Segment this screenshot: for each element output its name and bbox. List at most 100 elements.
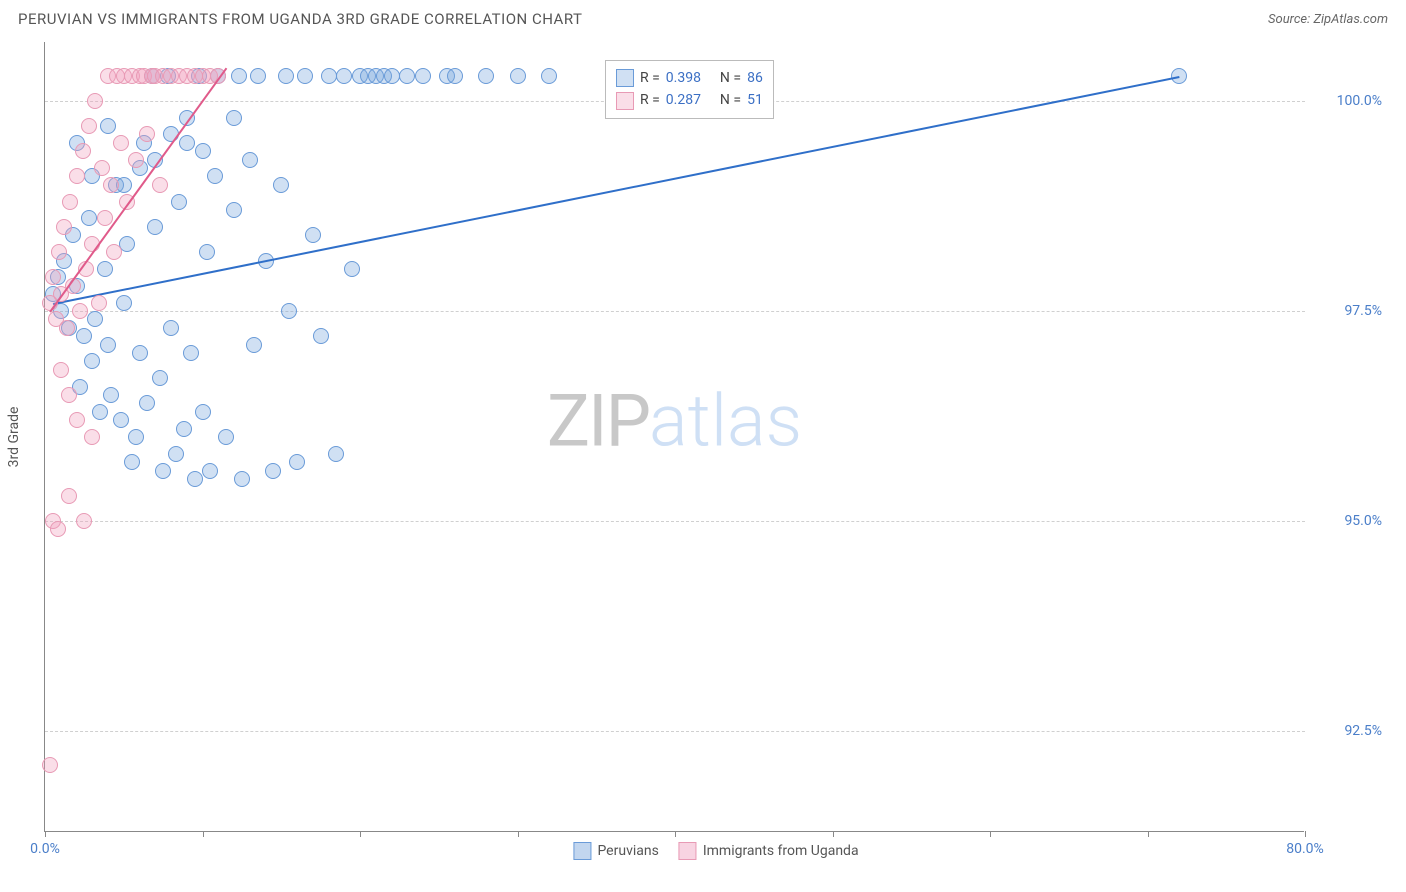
data-point xyxy=(45,269,61,285)
data-point xyxy=(84,429,100,445)
data-point xyxy=(226,110,242,126)
x-tick xyxy=(45,831,46,837)
stats-row: R = 0.287 N = 51 xyxy=(616,89,763,111)
data-point xyxy=(510,68,526,84)
data-point xyxy=(176,421,192,437)
data-point xyxy=(53,362,69,378)
data-point xyxy=(103,387,119,403)
data-point xyxy=(313,328,329,344)
data-point xyxy=(139,126,155,142)
data-point xyxy=(59,320,75,336)
data-point xyxy=(113,135,129,151)
data-point xyxy=(384,68,400,84)
data-point xyxy=(226,202,242,218)
data-point xyxy=(91,295,107,311)
data-point xyxy=(155,463,171,479)
data-point xyxy=(103,177,119,193)
series-swatch xyxy=(616,92,634,110)
data-point xyxy=(87,93,103,109)
data-point xyxy=(231,68,247,84)
data-point xyxy=(69,168,85,184)
y-tick-label: 95.0% xyxy=(1344,513,1382,529)
data-point xyxy=(42,757,58,773)
data-point xyxy=(265,463,281,479)
data-point xyxy=(328,446,344,462)
data-point xyxy=(128,152,144,168)
data-point xyxy=(415,68,431,84)
data-point xyxy=(132,345,148,361)
data-point xyxy=(152,370,168,386)
data-point xyxy=(171,194,187,210)
x-tick xyxy=(1305,831,1306,837)
chart-header: PERUVIAN VS IMMIGRANTS FROM UGANDA 3RD G… xyxy=(0,0,1406,34)
data-point xyxy=(106,244,122,260)
data-point xyxy=(113,412,129,428)
stats-box: R = 0.398 N = 86R = 0.287 N = 51 xyxy=(605,60,774,119)
data-point xyxy=(84,353,100,369)
data-point xyxy=(69,412,85,428)
stats-row: R = 0.398 N = 86 xyxy=(616,67,763,89)
data-point xyxy=(139,395,155,411)
data-point xyxy=(321,68,337,84)
x-tick xyxy=(518,831,519,837)
data-point xyxy=(199,244,215,260)
data-point xyxy=(273,177,289,193)
data-point xyxy=(234,471,250,487)
x-tick xyxy=(833,831,834,837)
data-point xyxy=(541,68,557,84)
y-axis-title: 3rd Grade xyxy=(6,407,22,468)
x-tick xyxy=(360,831,361,837)
grid-line xyxy=(45,731,1305,732)
data-point xyxy=(242,152,258,168)
data-point xyxy=(87,311,103,327)
data-point xyxy=(183,345,199,361)
series-swatch xyxy=(616,69,634,87)
chart-source: Source: ZipAtlas.com xyxy=(1268,12,1388,27)
data-point xyxy=(61,488,77,504)
data-point xyxy=(97,210,113,226)
data-point xyxy=(62,194,78,210)
data-point xyxy=(92,404,108,420)
data-point xyxy=(75,143,91,159)
x-tick xyxy=(675,831,676,837)
grid-line xyxy=(45,521,1305,522)
trend-line xyxy=(49,68,227,313)
x-tick-label: 0.0% xyxy=(30,841,60,857)
data-point xyxy=(195,143,211,159)
data-point xyxy=(81,118,97,134)
data-point xyxy=(187,471,203,487)
data-point xyxy=(344,261,360,277)
data-point xyxy=(218,429,234,445)
data-point xyxy=(179,135,195,151)
data-point xyxy=(289,454,305,470)
data-point xyxy=(399,68,415,84)
data-point xyxy=(50,521,66,537)
chart-title: PERUVIAN VS IMMIGRANTS FROM UGANDA 3RD G… xyxy=(18,10,582,28)
legend-swatch xyxy=(679,842,697,860)
data-point xyxy=(195,404,211,420)
data-point xyxy=(278,68,294,84)
data-point xyxy=(76,513,92,529)
data-point xyxy=(81,210,97,226)
data-point xyxy=(100,118,116,134)
data-point xyxy=(281,303,297,319)
legend-swatch xyxy=(573,842,591,860)
grid-line xyxy=(45,311,1305,312)
data-point xyxy=(147,219,163,235)
data-point xyxy=(72,303,88,319)
data-point xyxy=(447,68,463,84)
data-point xyxy=(100,337,116,353)
data-point xyxy=(56,219,72,235)
data-point xyxy=(163,320,179,336)
watermark: ZIPatlas xyxy=(547,378,802,463)
data-point xyxy=(94,160,110,176)
legend-label: Peruvians xyxy=(597,843,658,859)
data-point xyxy=(51,244,67,260)
data-point xyxy=(76,328,92,344)
legend-item: Immigrants from Uganda xyxy=(679,842,859,860)
x-tick-label: 80.0% xyxy=(1286,841,1324,857)
data-point xyxy=(202,463,218,479)
data-point xyxy=(246,337,262,353)
data-point xyxy=(250,68,266,84)
data-point xyxy=(297,68,313,84)
